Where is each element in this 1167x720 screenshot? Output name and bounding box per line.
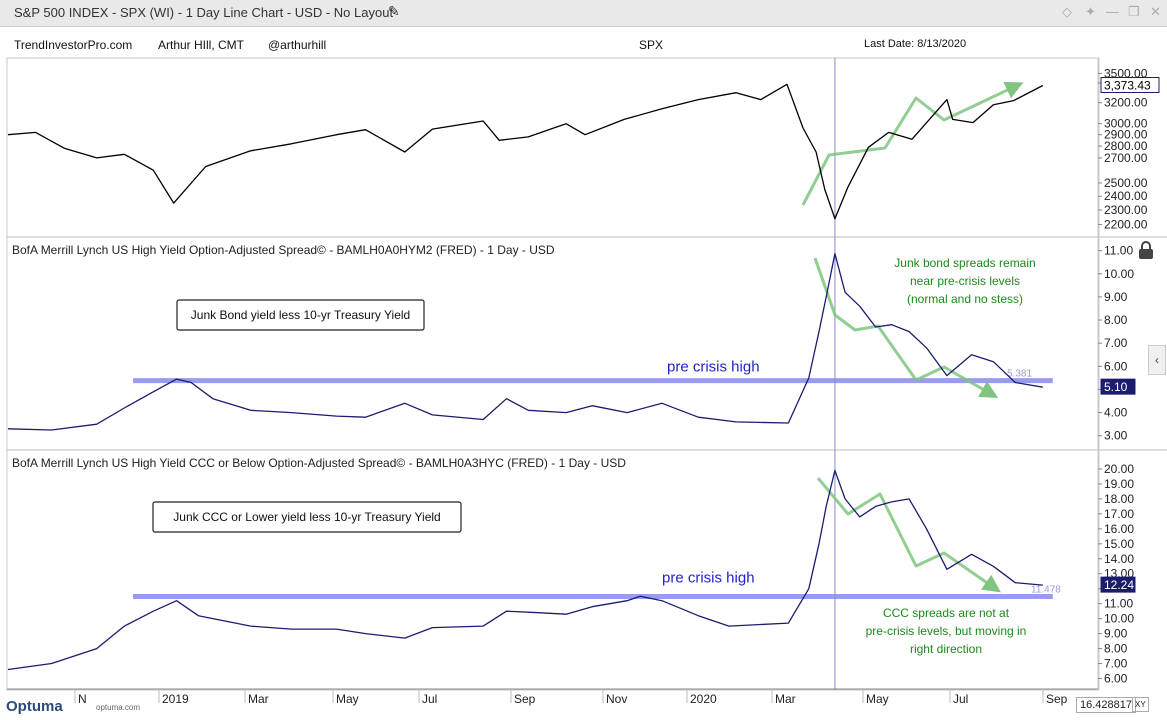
y-tick-label: 4.00 [1104,406,1128,420]
spx-line [7,83,1044,220]
diamond-icon[interactable]: ◇ [1062,4,1072,19]
last-value-box [1100,77,1160,94]
junk-spread-note: (normal and no stess) [907,292,1023,306]
y-tick-label: 3000.00 [1104,117,1148,131]
window-titlebar: S&P 500 INDEX - SPX (WI) - 1 Day Line Ch… [0,0,1167,27]
y-tick-label: 8.00 [1104,313,1128,327]
x-tick-label: Sep [514,692,536,706]
y-tick-label: 10.00 [1104,612,1134,626]
ccc-spread-trend-arrow [816,477,1001,593]
header-handle: @arthurhill [268,38,327,52]
junk-spread-note: near pre-crisis levels [910,274,1020,288]
x-tick-label: May [336,692,359,706]
spx-trend-arrow [801,81,1024,206]
reference-lines: 5.381 pre crisis high 11.478 pre crisis hig… [132,58,1061,690]
y-tick-label: 2500.00 [1104,176,1148,190]
y-tick-label: 14.00 [1104,552,1134,566]
x-tick-label: Jul [953,692,968,706]
zoom-value[interactable]: 16.428817 [1076,697,1136,713]
pin-icon[interactable]: ✦ [1085,4,1096,19]
window-title: S&P 500 INDEX - SPX (WI) - 1 Day Line Ch… [14,5,394,20]
edit-pencil-icon[interactable]: ✎ [388,3,400,19]
footer-url: optuma.com [96,703,141,712]
y-tick-label: 2200.00 [1104,218,1148,232]
junk-spread-note: Junk bond spreads remain [894,256,1035,270]
ccc-spread-note: pre-crisis levels, but moving in [866,624,1027,638]
last-value-label: 5.10 [1104,380,1128,394]
spread-line [7,252,1043,431]
panel-frames [6,57,1167,691]
axis-labels: 3500.003400.003200.003000.002900.002800.… [7,67,1160,706]
junk-ccc-annotation-text: Junk CCC or Lower yield less 10-yr Treas… [173,510,440,524]
xy-toggle-button[interactable]: XY [1132,697,1149,712]
x-tick-label: Mar [775,692,796,706]
close-icon[interactable]: ✕ [1150,4,1161,19]
header-symbol: SPX [639,38,664,52]
y-tick-label: 2700.00 [1104,151,1148,165]
y-tick-label: 3.00 [1104,429,1128,443]
x-tick-label: 2020 [690,692,717,706]
panel-labels: BofA Merrill Lynch US High Yield Option-… [12,243,1036,656]
reference-value-label: 5.381 [1007,369,1032,380]
last-value-box [1100,378,1136,395]
y-tick-label: 7.00 [1104,336,1128,350]
minimize-icon[interactable]: — [1106,4,1119,19]
last-value-label: 3,373.43 [1104,79,1151,93]
lock-icon[interactable] [1136,240,1156,260]
series-lines [7,83,1044,671]
y-tick-label: 18.00 [1104,492,1134,506]
header-site: TrendInvestorPro.com [14,38,133,52]
header-last-date: Last Date: 8/13/2020 [864,38,967,50]
x-tick-label: Sep [1046,692,1068,706]
y-tick-label: 3200.00 [1104,96,1148,110]
collapse-panel-icon[interactable]: ‹ [1148,345,1166,375]
panel-title: BofA Merrill Lynch US High Yield CCC or … [12,456,626,470]
y-tick-label: 2900.00 [1104,128,1148,142]
x-tick-label: Nov [606,692,627,706]
y-tick-label: 11.00 [1104,597,1133,611]
optuma-logo: Optuma [6,698,63,715]
ccc-spread-note: right direction [910,642,982,656]
y-tick-label: 2400.00 [1104,189,1148,203]
y-tick-label: 9.00 [1104,290,1128,304]
x-tick-label: Jul [422,692,437,706]
junk-bond-annotation-text: Junk Bond yield less 10-yr Treasury Yiel… [191,308,410,322]
y-tick-label: 11.00 [1104,244,1133,258]
y-tick-label: 6.00 [1104,359,1128,373]
y-tick-label: 9.00 [1104,627,1128,641]
panel-title: BofA Merrill Lynch US High Yield Option-… [12,243,555,257]
x-tick-label: 2019 [162,692,189,706]
y-tick-label: 15.00 [1104,537,1134,551]
y-tick-label: 10.00 [1104,267,1134,281]
y-tick-label: 8.00 [1104,642,1128,656]
x-tick-label: Mar [248,692,269,706]
restore-icon[interactable]: ❐ [1128,4,1140,19]
y-tick-label: 2800.00 [1104,139,1148,153]
junk-ccc-annotation-box [152,501,462,533]
ccc-spread-note: CCC spreads are not at [883,606,1010,620]
y-tick-label: 6.00 [1104,672,1128,686]
last-value-label: 12.24 [1104,578,1134,592]
pre-crisis-high-label: pre crisis high [662,570,755,587]
y-tick-label: 16.00 [1104,522,1134,536]
y-tick-label: 20.00 [1104,462,1134,476]
reference-value-label: 11.478 [1031,585,1061,596]
spread-line [7,469,1043,671]
y-tick-label: 17.00 [1104,507,1134,521]
x-tick-label: N [78,692,87,706]
last-value-box [1100,576,1136,593]
x-tick-label: May [866,692,889,706]
y-tick-label: 7.00 [1104,657,1128,671]
pre-crisis-high-label: pre crisis high [667,359,760,376]
y-tick-label: 2300.00 [1104,203,1148,217]
chart-frame [6,57,1100,691]
y-tick-label: 19.00 [1104,477,1134,491]
junk-bond-annotation-box [176,299,425,331]
header-author: Arthur HIll, CMT [158,38,245,52]
chart-header: TrendInvestorPro.com Arthur HIll, CMT @a… [0,28,1100,58]
